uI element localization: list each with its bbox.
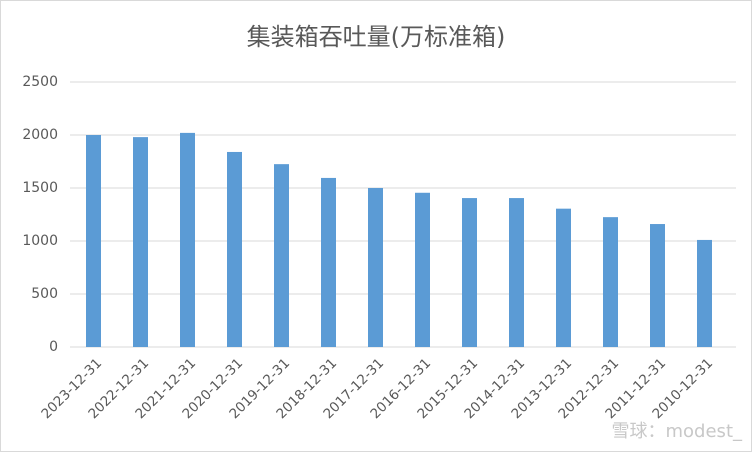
- bar: [180, 132, 195, 347]
- bar: [697, 239, 712, 347]
- bar: [133, 137, 148, 347]
- bar: [321, 177, 336, 347]
- y-tick-label: 2500: [22, 74, 58, 90]
- y-tick-label: 500: [31, 286, 58, 302]
- bar: [415, 192, 430, 347]
- y-tick-label: 1000: [22, 233, 58, 249]
- bar: [227, 151, 242, 347]
- bar: [86, 135, 101, 347]
- watermark: 雪球：modest_: [612, 421, 743, 442]
- y-tick-label: 1500: [22, 180, 58, 196]
- bar: [274, 164, 289, 347]
- y-tick-label: 2000: [22, 127, 58, 143]
- bar: [556, 208, 571, 347]
- bar: [603, 217, 618, 347]
- y-tick-label: 0: [49, 339, 58, 355]
- bar: [650, 224, 665, 347]
- chart-title: 集装箱吞吐量(万标准箱): [247, 23, 506, 51]
- bar: [368, 188, 383, 347]
- bar: [462, 198, 477, 347]
- bar: [509, 198, 524, 347]
